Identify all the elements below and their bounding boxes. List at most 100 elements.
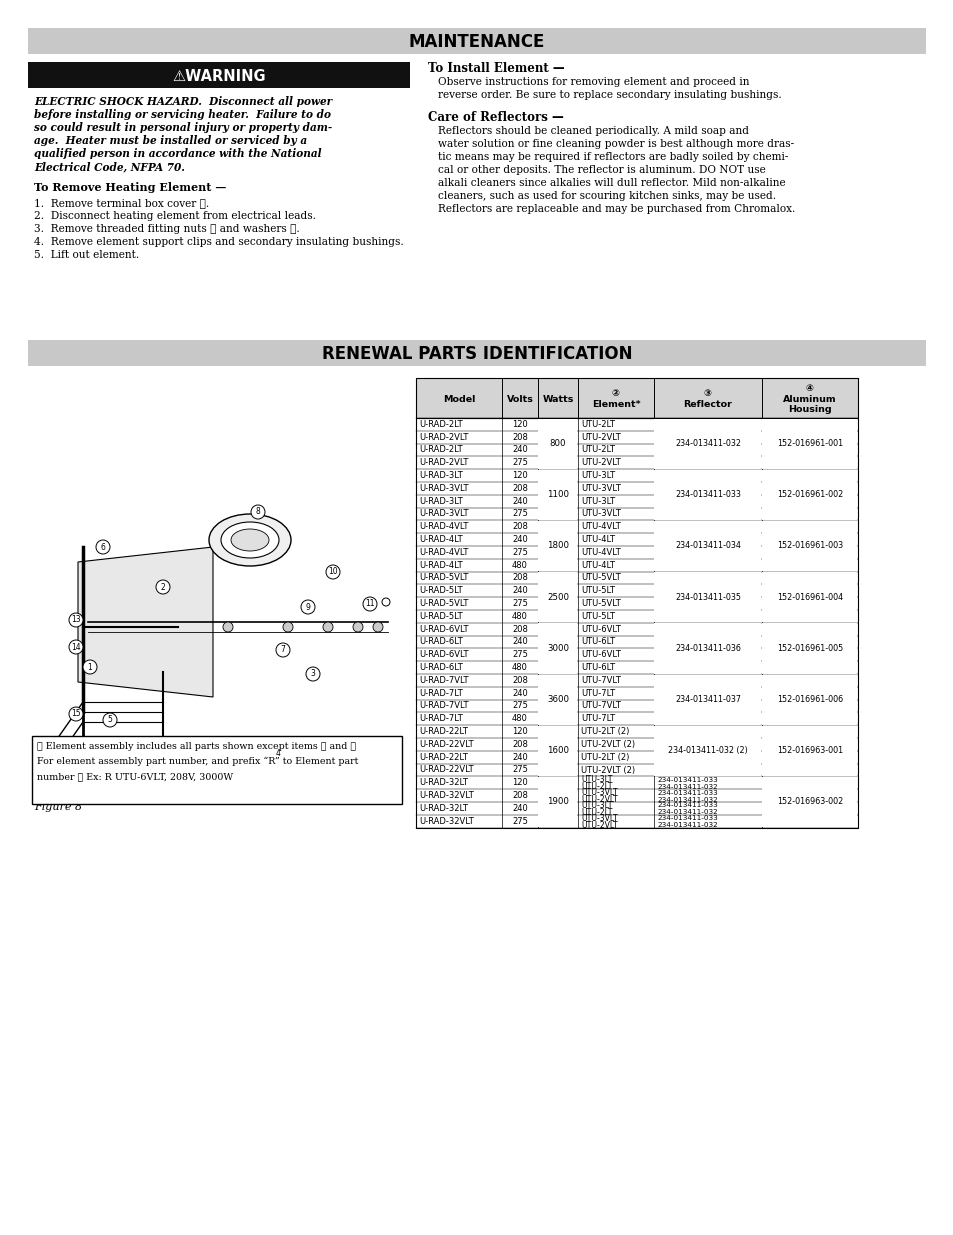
Text: ②
Element*: ② Element* <box>591 389 639 409</box>
Circle shape <box>353 622 363 632</box>
Bar <box>654 419 760 469</box>
Text: UTU-7LT: UTU-7LT <box>580 689 615 698</box>
Text: 3.  Remove threaded fitting nuts ⓘ and washers ⓗ.: 3. Remove threaded fitting nuts ⓘ and wa… <box>34 224 299 233</box>
Text: 275: 275 <box>512 548 527 557</box>
Polygon shape <box>78 547 213 697</box>
Text: water solution or fine cleaning powder is best although more dras-: water solution or fine cleaning powder i… <box>437 140 793 149</box>
Text: 1: 1 <box>88 662 92 672</box>
Text: 234-013411-032: 234-013411-032 <box>657 797 717 803</box>
Text: 8: 8 <box>255 508 260 516</box>
Text: U-RAD-7LT: U-RAD-7LT <box>418 689 462 698</box>
Text: UTU-4VLT: UTU-4VLT <box>580 548 620 557</box>
Text: UTU-3LT: UTU-3LT <box>580 802 612 810</box>
Text: UTU-4LT: UTU-4LT <box>580 561 615 569</box>
Text: tic means may be required if reflectors are badly soiled by chemi-: tic means may be required if reflectors … <box>437 152 787 162</box>
Circle shape <box>69 706 83 721</box>
Text: UTU-3VLT: UTU-3VLT <box>580 788 618 797</box>
Text: 13: 13 <box>71 615 81 625</box>
Text: U-RAD-22LT: U-RAD-22LT <box>418 752 467 762</box>
Bar <box>761 777 857 827</box>
Text: UTU-6LT: UTU-6LT <box>580 637 615 646</box>
Text: For element assembly part number, and prefix “R” to Element part: For element assembly part number, and pr… <box>37 757 358 767</box>
Text: number ② Ex: R UTU-6VLT, 208V, 3000W: number ② Ex: R UTU-6VLT, 208V, 3000W <box>37 772 233 781</box>
Circle shape <box>275 643 290 657</box>
Text: U-RAD-3LT: U-RAD-3LT <box>418 496 462 505</box>
Text: U-RAD-5VLT: U-RAD-5VLT <box>418 599 468 608</box>
Text: 208: 208 <box>512 792 527 800</box>
Text: 152-016961-005: 152-016961-005 <box>776 643 842 653</box>
Circle shape <box>251 505 265 519</box>
Text: U-RAD-32LT: U-RAD-32LT <box>418 804 468 813</box>
Text: U-RAD-3VLT: U-RAD-3VLT <box>418 484 468 493</box>
Bar <box>537 777 577 827</box>
Text: 5: 5 <box>108 715 112 725</box>
Text: 6: 6 <box>100 542 106 552</box>
Text: UTU-4LT: UTU-4LT <box>580 535 615 545</box>
Text: 1.  Remove terminal box cover ⓖ.: 1. Remove terminal box cover ⓖ. <box>34 198 209 207</box>
Bar <box>654 469 760 520</box>
Circle shape <box>103 713 117 727</box>
Circle shape <box>69 613 83 627</box>
Text: 14: 14 <box>71 642 81 652</box>
Text: U-RAD-5VLT: U-RAD-5VLT <box>418 573 468 583</box>
Text: UTU-2VLT: UTU-2VLT <box>580 821 618 830</box>
Text: 800: 800 <box>549 440 566 448</box>
Text: ③
Reflector: ③ Reflector <box>683 389 732 409</box>
Bar <box>761 674 857 725</box>
Text: 234-013411-032 (2): 234-013411-032 (2) <box>667 746 747 756</box>
Text: U-RAD-4VLT: U-RAD-4VLT <box>418 522 468 531</box>
Text: 1100: 1100 <box>546 490 568 499</box>
Text: U-RAD-4VLT: U-RAD-4VLT <box>418 548 468 557</box>
Text: U-RAD-3LT: U-RAD-3LT <box>418 471 462 480</box>
Bar <box>32 736 401 804</box>
Circle shape <box>373 622 382 632</box>
Text: 275: 275 <box>512 816 527 826</box>
Text: 152-016961-006: 152-016961-006 <box>776 695 842 704</box>
Text: RENEWAL PARTS IDENTIFICATION: RENEWAL PARTS IDENTIFICATION <box>321 345 632 363</box>
Text: 234-013411-035: 234-013411-035 <box>675 593 740 601</box>
Text: U-RAD-5LT: U-RAD-5LT <box>418 587 462 595</box>
Bar <box>761 624 857 673</box>
Bar <box>537 521 577 571</box>
Text: UTU-5VLT: UTU-5VLT <box>580 599 620 608</box>
Bar <box>28 28 925 54</box>
Circle shape <box>306 667 319 680</box>
Text: 240: 240 <box>512 689 527 698</box>
Circle shape <box>301 600 314 614</box>
Text: U-RAD-2LT: U-RAD-2LT <box>418 446 462 454</box>
Text: UTU-7VLT: UTU-7VLT <box>580 676 620 685</box>
Text: To Install Element —: To Install Element — <box>428 62 564 75</box>
Text: 5.  Lift out element.: 5. Lift out element. <box>34 249 139 261</box>
Circle shape <box>381 598 390 606</box>
Text: U-RAD-22VLT: U-RAD-22VLT <box>418 740 473 748</box>
Text: age.  Heater must be installed or serviced by a: age. Heater must be installed or service… <box>34 135 307 146</box>
Text: U-RAD-7VLT: U-RAD-7VLT <box>418 676 468 685</box>
Text: UTU-4VLT: UTU-4VLT <box>580 522 620 531</box>
Bar <box>416 417 857 827</box>
Text: UTU-2VLT: UTU-2VLT <box>580 432 620 442</box>
Text: 11: 11 <box>365 599 375 609</box>
Text: 208: 208 <box>512 625 527 634</box>
Text: 234-013411-032: 234-013411-032 <box>657 823 717 829</box>
Text: UTU-2VLT (2): UTU-2VLT (2) <box>580 740 635 748</box>
Text: UTU-5LT: UTU-5LT <box>580 587 615 595</box>
Text: 240: 240 <box>512 752 527 762</box>
Text: U-RAD-2VLT: U-RAD-2VLT <box>418 458 468 467</box>
Bar <box>654 572 760 622</box>
Text: 9: 9 <box>305 603 310 611</box>
Text: UTU-3VLT: UTU-3VLT <box>580 814 618 823</box>
Text: 7: 7 <box>280 646 285 655</box>
Circle shape <box>83 659 97 674</box>
Text: UTU-5LT: UTU-5LT <box>580 611 615 621</box>
Text: U-RAD-6LT: U-RAD-6LT <box>418 663 462 672</box>
Bar <box>537 674 577 725</box>
Text: 152-016963-002: 152-016963-002 <box>776 798 842 806</box>
Text: cal or other deposits. The reflector is aluminum. DO NOT use: cal or other deposits. The reflector is … <box>437 165 765 175</box>
Text: U-RAD-2VLT: U-RAD-2VLT <box>418 432 468 442</box>
Text: 275: 275 <box>512 766 527 774</box>
Text: 152-016961-001: 152-016961-001 <box>776 440 842 448</box>
Text: 208: 208 <box>512 522 527 531</box>
Text: 15: 15 <box>71 709 81 719</box>
Text: 234-013411-033: 234-013411-033 <box>657 789 717 795</box>
Text: ④
Aluminum
Housing: ④ Aluminum Housing <box>782 384 836 414</box>
